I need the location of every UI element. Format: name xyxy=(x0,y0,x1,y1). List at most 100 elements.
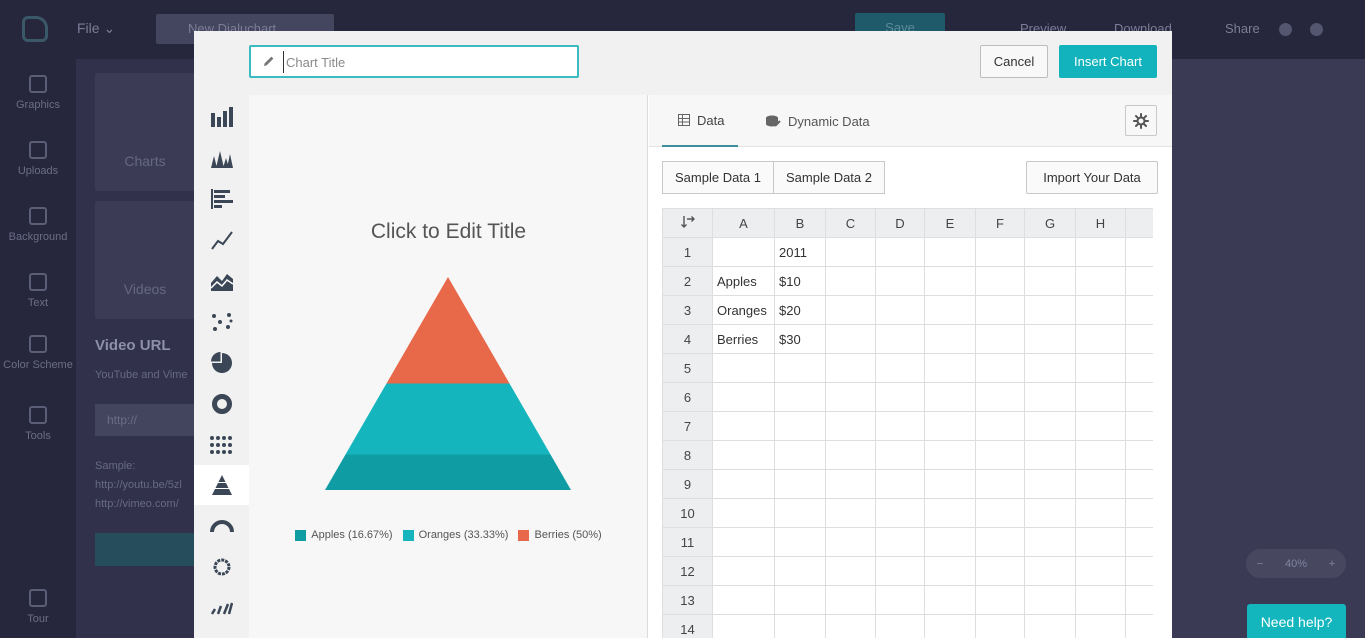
sidebar-item-tools[interactable]: Tools xyxy=(0,406,76,442)
grid-cell[interactable] xyxy=(825,266,876,296)
row-header[interactable]: 12 xyxy=(662,556,713,586)
row-header[interactable]: 1 xyxy=(662,237,713,267)
grid-cell[interactable] xyxy=(774,469,826,499)
grid-cell[interactable] xyxy=(1075,469,1126,499)
grid-cell[interactable] xyxy=(1125,295,1153,325)
pyramid-segment-oranges[interactable] xyxy=(345,383,551,455)
grid-cell[interactable] xyxy=(774,527,826,557)
import-data-button[interactable]: Import Your Data xyxy=(1026,161,1158,194)
grid-cell[interactable] xyxy=(875,498,925,528)
grid-cell[interactable] xyxy=(1125,614,1153,638)
grid-cell[interactable] xyxy=(875,585,925,615)
grid-cell[interactable] xyxy=(975,498,1025,528)
video-url-input[interactable]: http:// xyxy=(95,404,196,436)
grid-cell[interactable]: Oranges xyxy=(712,295,775,325)
row-header[interactable]: 13 xyxy=(662,585,713,615)
grid-cell[interactable] xyxy=(1024,498,1076,528)
grid-cell[interactable] xyxy=(975,382,1025,412)
grid-cell[interactable] xyxy=(924,324,976,354)
tab-data[interactable]: Data xyxy=(662,95,739,147)
grid-cell[interactable] xyxy=(875,411,925,441)
column-header[interactable]: H xyxy=(1075,208,1126,238)
grid-cell[interactable] xyxy=(774,498,826,528)
grid-cell[interactable] xyxy=(975,237,1025,267)
grid-cell[interactable] xyxy=(825,440,876,470)
grid-cell[interactable] xyxy=(1024,295,1076,325)
grid-cell[interactable] xyxy=(825,324,876,354)
row-header[interactable]: 6 xyxy=(662,382,713,412)
grid-cell[interactable] xyxy=(1125,585,1153,615)
pyramid-segment-berries[interactable] xyxy=(386,277,510,384)
grid-cell[interactable] xyxy=(825,498,876,528)
row-header[interactable]: 8 xyxy=(662,440,713,470)
grid-cell[interactable] xyxy=(924,614,976,638)
chart-type-pie[interactable] xyxy=(194,343,249,383)
grid-cell[interactable] xyxy=(1125,469,1153,499)
column-header[interactable]: E xyxy=(924,208,976,238)
grid-cell[interactable] xyxy=(975,469,1025,499)
row-header[interactable]: 4 xyxy=(662,324,713,354)
grid-cell[interactable] xyxy=(1024,556,1076,586)
grid-cell[interactable] xyxy=(975,556,1025,586)
grid-cell[interactable] xyxy=(774,585,826,615)
videos-card[interactable]: Videos xyxy=(95,201,195,319)
chart-type-horizontal-bar[interactable] xyxy=(194,179,249,219)
grid-cell[interactable] xyxy=(924,237,976,267)
grid-cell[interactable] xyxy=(975,614,1025,638)
chart-type-line[interactable] xyxy=(194,220,249,260)
grid-cell[interactable] xyxy=(975,440,1025,470)
grid-cell[interactable] xyxy=(1024,411,1076,441)
grid-cell[interactable] xyxy=(825,556,876,586)
grid-cell[interactable] xyxy=(875,237,925,267)
grid-cell[interactable] xyxy=(1075,440,1126,470)
tab-dynamic-data[interactable]: Dynamic Data xyxy=(755,95,880,147)
grid-cell[interactable] xyxy=(1125,324,1153,354)
sidebar-item-color-scheme[interactable]: Color Scheme xyxy=(0,335,76,371)
grid-cell[interactable] xyxy=(1024,585,1076,615)
column-header[interactable]: I xyxy=(1125,208,1153,238)
column-header[interactable]: D xyxy=(875,208,925,238)
grid-cell[interactable] xyxy=(712,614,775,638)
grid-cell[interactable] xyxy=(924,353,976,383)
grid-cell[interactable] xyxy=(1075,585,1126,615)
sidebar-item-graphics[interactable]: Graphics xyxy=(0,75,76,111)
column-header[interactable]: F xyxy=(975,208,1025,238)
grid-cell[interactable] xyxy=(1024,382,1076,412)
chart-type-sparkline[interactable] xyxy=(194,588,249,628)
grid-cell[interactable] xyxy=(825,527,876,557)
cancel-button[interactable]: Cancel xyxy=(980,45,1048,78)
grid-cell[interactable] xyxy=(924,498,976,528)
grid-cell[interactable] xyxy=(1125,382,1153,412)
column-header[interactable]: A xyxy=(712,208,775,238)
chart-type-pyramid[interactable] xyxy=(194,465,250,505)
chart-type-gauge[interactable] xyxy=(194,506,249,546)
grid-cell[interactable] xyxy=(712,353,775,383)
grid-cell[interactable] xyxy=(712,237,775,267)
grid-cell[interactable] xyxy=(1125,266,1153,296)
sample-link-youtube[interactable]: http://youtu.be/5zl xyxy=(95,479,182,491)
grid-cell[interactable] xyxy=(1024,527,1076,557)
grid-cell[interactable] xyxy=(1075,556,1126,586)
row-header[interactable]: 14 xyxy=(662,614,713,638)
grid-cell[interactable]: Berries xyxy=(712,324,775,354)
grid-cell[interactable] xyxy=(875,266,925,296)
grid-cell[interactable] xyxy=(712,411,775,441)
grid-cell[interactable] xyxy=(1125,498,1153,528)
grid-cell[interactable] xyxy=(1075,498,1126,528)
grid-cell[interactable] xyxy=(1075,382,1126,412)
sample-link-vimeo[interactable]: http://vimeo.com/ xyxy=(95,498,179,510)
grid-cell[interactable] xyxy=(875,353,925,383)
grid-cell[interactable] xyxy=(875,295,925,325)
grid-cell[interactable] xyxy=(774,614,826,638)
grid-cell[interactable] xyxy=(774,353,826,383)
grid-cell[interactable]: $30 xyxy=(774,324,826,354)
grid-cell[interactable] xyxy=(975,527,1025,557)
grid-cell[interactable] xyxy=(1075,411,1126,441)
grid-cell[interactable] xyxy=(1125,556,1153,586)
settings-button[interactable] xyxy=(1125,105,1157,136)
row-header[interactable]: 7 xyxy=(662,411,713,441)
legend-item[interactable]: Berries (50%) xyxy=(518,529,602,541)
chart-type-scatter[interactable] xyxy=(194,302,249,342)
zoom-out-button[interactable]: − xyxy=(1256,557,1264,570)
sidebar-item-text[interactable]: Text xyxy=(0,273,76,309)
